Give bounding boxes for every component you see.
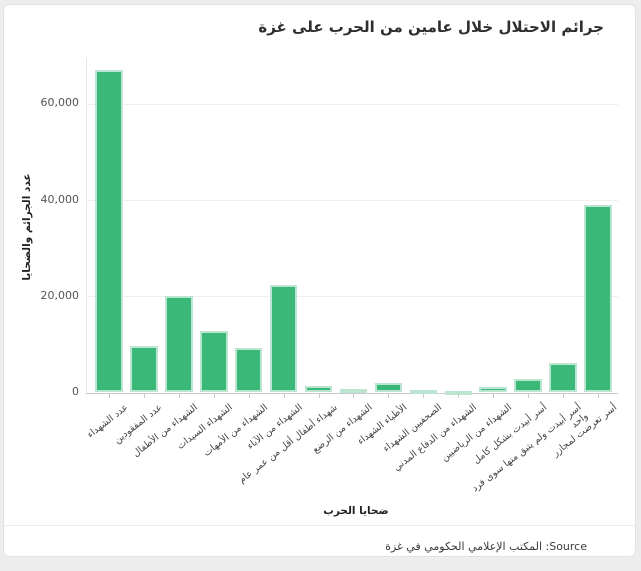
x-tick <box>597 393 599 398</box>
gridline <box>86 200 618 202</box>
y-axis-title: عدد الجرائم والضحايا <box>21 173 33 281</box>
x-tick <box>493 393 495 398</box>
y-tick-label: 0 <box>72 385 79 398</box>
x-tick <box>353 393 355 398</box>
gridline <box>86 296 618 298</box>
bar[interactable] <box>200 331 228 393</box>
source-attribution: Source: المكتب الإعلامي الحكومي في غزة <box>385 540 587 553</box>
y-tick-label: 40,000 <box>40 192 80 206</box>
bar[interactable] <box>269 285 298 393</box>
bar[interactable] <box>339 389 368 394</box>
bar[interactable] <box>584 204 612 393</box>
x-tick <box>109 393 111 398</box>
x-tick <box>178 393 180 398</box>
x-tick <box>213 393 215 398</box>
chart-card: جرائم الاحتلال خلال عامين من الحرب على غ… <box>3 4 636 557</box>
x-tick <box>248 393 250 398</box>
bar[interactable] <box>374 383 403 393</box>
bar[interactable] <box>130 346 158 393</box>
bar[interactable] <box>479 387 507 393</box>
bar[interactable] <box>95 70 123 393</box>
gridline <box>86 103 618 105</box>
x-tick <box>318 393 320 398</box>
y-axis-line <box>86 58 87 393</box>
x-tick <box>458 393 460 398</box>
x-category-label: الشهداء من الأمهات <box>201 401 270 459</box>
footer-divider <box>4 525 635 526</box>
x-tick <box>563 393 564 398</box>
chart-title: جرائم الاحتلال خلال عامين من الحرب على غ… <box>258 18 604 36</box>
bar[interactable] <box>165 296 193 393</box>
x-tick <box>528 393 530 398</box>
x-category-label: الشهداء من الرضع <box>310 401 375 455</box>
x-tick <box>423 393 425 398</box>
plot-area: 0 20,000 40,000 60,000 عدد الشهداء عدد المفقو… <box>4 5 635 556</box>
bar[interactable] <box>549 363 577 393</box>
x-tick <box>143 393 145 398</box>
y-tick-label: 20,000 <box>40 288 80 302</box>
x-tick <box>283 393 285 398</box>
bar[interactable] <box>409 390 438 395</box>
x-axis-title: ضحايا الحرب <box>323 505 389 517</box>
x-tick <box>388 393 390 398</box>
bar[interactable] <box>514 378 542 393</box>
bar[interactable] <box>304 385 333 393</box>
bar[interactable] <box>234 348 263 393</box>
y-tick-label: 60,000 <box>40 96 80 110</box>
